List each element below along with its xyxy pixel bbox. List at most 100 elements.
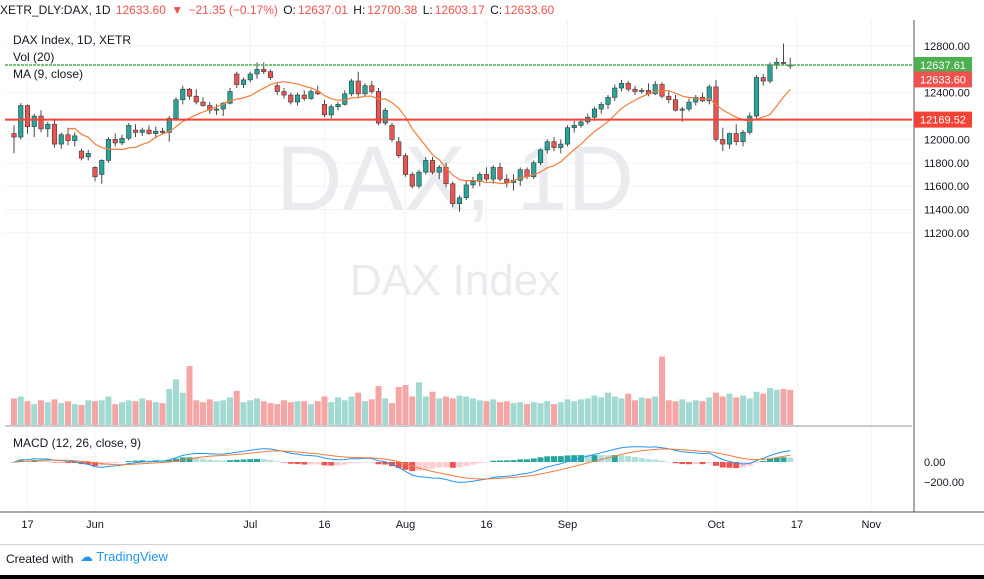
- candle[interactable]: [456, 195, 463, 212]
- candle[interactable]: [355, 71, 361, 98]
- tradingview-logo[interactable]: ☁ TradingView: [80, 549, 168, 565]
- candle[interactable]: [261, 62, 267, 75]
- symbol-label[interactable]: XETR_DLY:DAX, 1D: [0, 3, 111, 17]
- candle[interactable]: [362, 83, 368, 97]
- candle[interactable]: [605, 95, 611, 110]
- candle[interactable]: [139, 127, 145, 136]
- candle[interactable]: [740, 130, 746, 147]
- candle[interactable]: [409, 172, 415, 189]
- candle[interactable]: [186, 88, 193, 100]
- candle[interactable]: [267, 69, 274, 80]
- candle[interactable]: [463, 181, 469, 201]
- candle[interactable]: [58, 132, 64, 149]
- candle[interactable]: [517, 167, 523, 187]
- candle[interactable]: [787, 57, 793, 69]
- candle[interactable]: [389, 123, 395, 142]
- candle[interactable]: [321, 99, 328, 118]
- candle[interactable]: [693, 95, 699, 106]
- candle[interactable]: [618, 79, 625, 92]
- candle[interactable]: [173, 97, 179, 121]
- candle[interactable]: [483, 167, 490, 182]
- candle[interactable]: [180, 85, 186, 105]
- candle[interactable]: [720, 127, 726, 152]
- candle[interactable]: [477, 172, 483, 187]
- candle[interactable]: [288, 92, 294, 105]
- candle[interactable]: [470, 176, 476, 189]
- candle[interactable]: [625, 81, 631, 92]
- macd-pane[interactable]: [5, 425, 912, 483]
- candle[interactable]: [369, 81, 375, 94]
- candle[interactable]: [348, 78, 355, 97]
- candle[interactable]: [200, 97, 206, 107]
- candle[interactable]: [301, 90, 307, 101]
- candle[interactable]: [51, 118, 58, 148]
- candle[interactable]: [65, 127, 71, 146]
- candle[interactable]: [666, 90, 672, 104]
- candle[interactable]: [72, 132, 78, 147]
- candle[interactable]: [726, 132, 733, 149]
- candle[interactable]: [308, 89, 314, 100]
- candle[interactable]: [38, 110, 44, 133]
- candle[interactable]: [281, 88, 287, 99]
- candle[interactable]: [780, 43, 787, 65]
- candle[interactable]: [537, 148, 544, 166]
- candle[interactable]: [132, 124, 139, 138]
- candle[interactable]: [78, 148, 85, 161]
- candle[interactable]: [544, 139, 550, 154]
- candle[interactable]: [753, 75, 760, 119]
- candle[interactable]: [396, 137, 402, 159]
- candle[interactable]: [227, 88, 233, 105]
- candle[interactable]: [213, 104, 220, 115]
- candle[interactable]: [747, 112, 753, 135]
- candle[interactable]: [328, 104, 334, 119]
- candle[interactable]: [672, 95, 679, 112]
- candle[interactable]: [18, 103, 24, 140]
- candle[interactable]: [639, 88, 645, 94]
- candle[interactable]: [598, 102, 604, 114]
- candle[interactable]: [652, 81, 658, 96]
- candle[interactable]: [564, 125, 571, 147]
- candle[interactable]: [436, 165, 442, 180]
- candle[interactable]: [45, 121, 51, 138]
- candle[interactable]: [126, 123, 132, 141]
- candle[interactable]: [247, 71, 253, 83]
- candle[interactable]: [416, 169, 422, 189]
- candle[interactable]: [402, 153, 409, 177]
- candle[interactable]: [274, 83, 280, 96]
- price-chart[interactable]: DAX, 1D DAX Index 12800.00 12400.00 12000.…: [0, 20, 984, 542]
- candle[interactable]: [686, 98, 692, 112]
- candle[interactable]: [591, 106, 598, 121]
- candle[interactable]: [760, 74, 766, 86]
- candle[interactable]: [497, 162, 503, 182]
- candle[interactable]: [105, 137, 112, 163]
- candle[interactable]: [146, 125, 152, 135]
- candle[interactable]: [699, 92, 706, 103]
- candle[interactable]: [706, 84, 712, 105]
- candle[interactable]: [382, 107, 388, 126]
- candle[interactable]: [713, 79, 719, 142]
- legend-vol[interactable]: Vol (20): [13, 50, 54, 64]
- candle[interactable]: [153, 126, 159, 139]
- candle[interactable]: [31, 113, 37, 138]
- candle[interactable]: [571, 120, 577, 133]
- candle[interactable]: [99, 159, 105, 184]
- candle[interactable]: [85, 149, 91, 161]
- candle[interactable]: [92, 166, 98, 182]
- candle[interactable]: [531, 160, 537, 180]
- candle[interactable]: [234, 71, 240, 89]
- candle[interactable]: [733, 124, 739, 146]
- legend-ma[interactable]: MA (9, close): [13, 67, 83, 81]
- candle[interactable]: [774, 57, 780, 70]
- candle[interactable]: [490, 165, 496, 184]
- candle[interactable]: [335, 102, 341, 111]
- candle[interactable]: [612, 84, 618, 101]
- candle[interactable]: [294, 92, 301, 106]
- horizontal-lines[interactable]: 12637.61 12169.52 12633.60: [5, 56, 972, 128]
- candle[interactable]: [450, 181, 456, 208]
- candle[interactable]: [207, 102, 213, 114]
- legend-macd[interactable]: MACD (12, 26, close, 9): [13, 436, 141, 450]
- candle[interactable]: [558, 139, 564, 154]
- candle[interactable]: [504, 174, 510, 188]
- candle[interactable]: [193, 89, 199, 105]
- candle[interactable]: [112, 133, 118, 147]
